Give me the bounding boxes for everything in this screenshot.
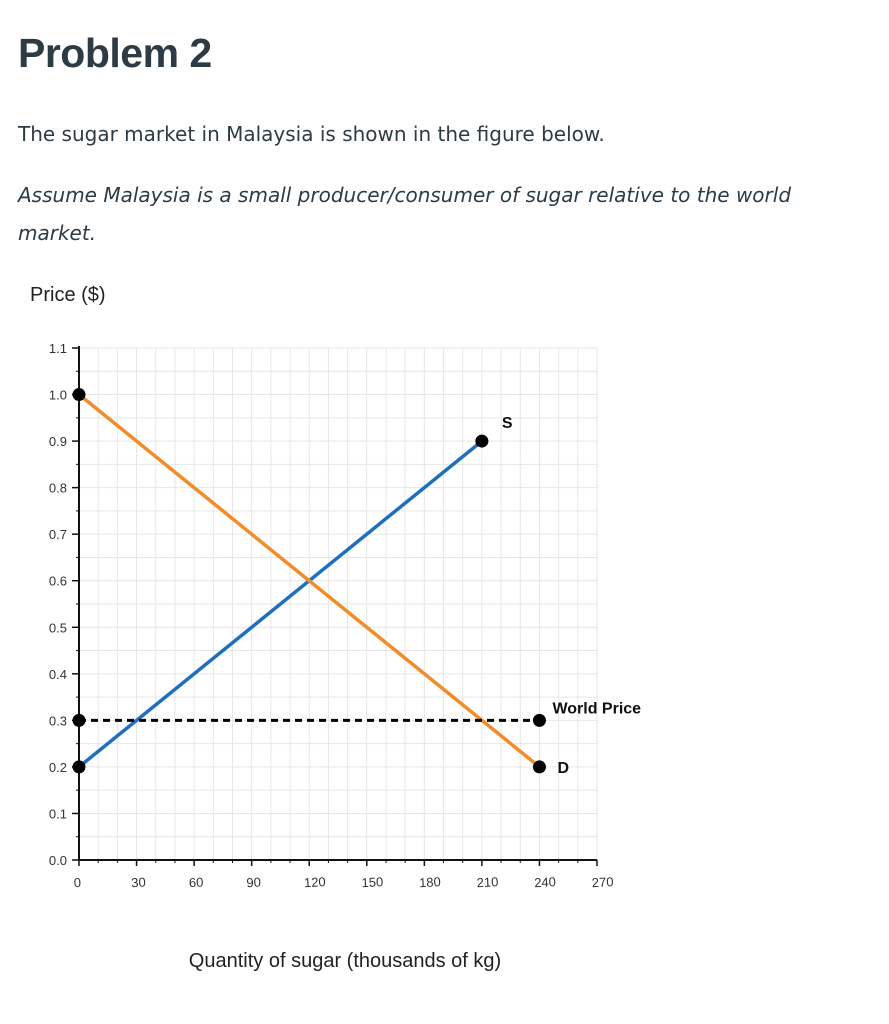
x-tick-label: 150	[361, 874, 383, 890]
demand-line	[77, 393, 541, 769]
demand-start-point	[72, 388, 86, 402]
y-tick-label: 0.8	[49, 481, 67, 496]
supply-start-point	[72, 760, 86, 774]
chart-labels: S D World Price	[502, 415, 641, 777]
problem-assumption: Assume Malaysia is a small producer/cons…	[18, 183, 792, 245]
supply-end-point	[475, 434, 489, 448]
x-tick-label: 0	[73, 875, 81, 890]
y-tick-label: 0.9	[49, 434, 67, 449]
y-tick-label: 0.0	[49, 853, 67, 868]
x-tick-label: 180	[419, 874, 441, 890]
y-tick-label: 0.2	[49, 760, 67, 775]
y-tick-label: 0.5	[49, 620, 67, 635]
supply-line	[77, 439, 483, 769]
x-tick-label: 120	[304, 874, 326, 890]
y-tick-label: 1.1	[49, 341, 67, 356]
x-axis-title: Quantity of sugar (thousands of kg)	[189, 950, 501, 972]
chart-grid	[78, 347, 598, 861]
y-tick-label: 0.7	[49, 527, 67, 542]
y-tick-label: 0.1	[49, 806, 67, 821]
supply-label: S	[502, 415, 513, 432]
chart-axes: 0 30 60 90 120 150 180 210 240 270 0.0 0.1 0.2 0.3 0.4…	[49, 341, 614, 890]
y-tick-label: 0.6	[49, 574, 67, 589]
y-tick-label: 0.3	[49, 713, 67, 728]
world-price-start-point	[72, 713, 86, 727]
x-tick-label: 30	[131, 875, 146, 891]
sugar-market-chart: Price ($) 0 30 60 90 120 150 180 210 240 270 0.0 0.…	[30, 284, 641, 972]
problem-intro: The sugar market in Malaysia is shown in…	[18, 122, 605, 146]
x-tick-label: 210	[476, 874, 498, 890]
chart-series	[72, 388, 546, 774]
world-price-label: World Price	[552, 700, 641, 717]
world-price-end-point	[532, 713, 546, 727]
x-tick-label: 270	[591, 874, 613, 890]
y-axis-title: Price ($)	[30, 284, 106, 306]
problem-title: Problem 2	[18, 30, 212, 76]
y-tick-label: 1.0	[49, 388, 67, 403]
x-tick-label: 90	[246, 875, 261, 891]
y-tick-label: 0.4	[49, 667, 67, 682]
x-tick-label: 240	[534, 874, 556, 890]
demand-end-point	[532, 760, 546, 774]
demand-label: D	[557, 760, 569, 777]
x-tick-label: 60	[188, 875, 203, 891]
